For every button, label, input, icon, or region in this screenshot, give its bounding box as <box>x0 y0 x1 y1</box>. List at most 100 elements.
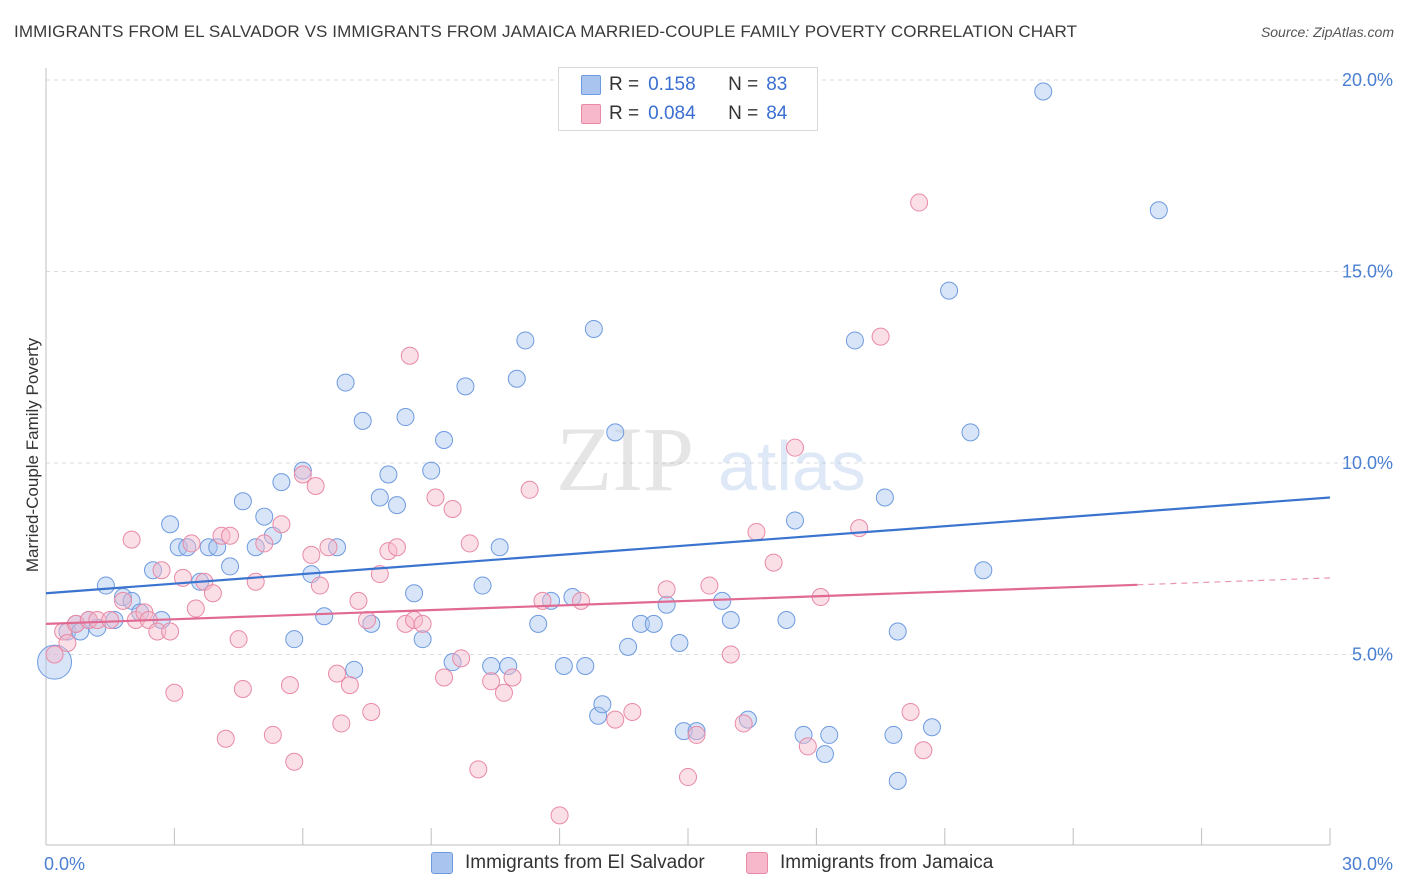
data-point <box>272 473 291 492</box>
data-point <box>721 645 740 664</box>
data-point <box>820 725 839 744</box>
data-point <box>285 630 304 649</box>
legend-swatch-jamaica <box>581 104 601 124</box>
data-point <box>443 499 462 518</box>
source-label: Source: ZipAtlas.com <box>1260 24 1394 40</box>
data-point <box>914 741 933 760</box>
data-point <box>148 622 167 641</box>
legend-r-label: R = <box>609 103 640 124</box>
data-point <box>216 729 235 748</box>
data-point <box>161 515 180 534</box>
data-point <box>413 630 432 649</box>
data-point <box>473 576 492 595</box>
trend-line-dashed-1 <box>1137 577 1331 586</box>
data-point <box>255 534 274 553</box>
data-point <box>315 607 334 626</box>
data-point <box>786 511 804 530</box>
data-point <box>182 534 201 553</box>
data-point <box>670 634 689 653</box>
data-point <box>452 649 471 668</box>
data-point <box>345 660 364 679</box>
data-point <box>503 668 522 687</box>
data-point <box>443 653 462 672</box>
data-point <box>507 369 526 388</box>
data-point <box>884 725 903 744</box>
data-point <box>888 771 907 790</box>
data-point <box>233 492 252 511</box>
data-point <box>221 557 240 576</box>
data-point <box>405 584 424 603</box>
data-point <box>293 461 312 480</box>
data-point <box>353 411 372 430</box>
data-point <box>687 722 706 741</box>
data-point <box>229 630 248 649</box>
data-point <box>550 806 569 825</box>
data-point <box>362 702 381 721</box>
data-point <box>122 530 141 549</box>
legend-n-label: N = <box>728 103 759 124</box>
data-point <box>888 622 907 641</box>
data-point <box>396 408 415 427</box>
data-point <box>263 725 282 744</box>
data-point <box>285 752 304 771</box>
data-point <box>387 496 406 515</box>
data-point <box>482 656 501 675</box>
legend-n-label: N = <box>728 74 759 95</box>
data-point <box>1149 201 1168 220</box>
data-point <box>516 331 535 350</box>
legend-row-el-salvador: R = 0.158 N = 83 <box>581 71 787 99</box>
watermark-atlas: atlas <box>718 427 866 505</box>
bottom-legend-swatch-jamaica <box>746 852 768 874</box>
data-point <box>584 319 603 338</box>
data-point <box>644 614 663 633</box>
chart-title: IMMIGRANTS FROM EL SALVADOR VS IMMIGRANT… <box>14 22 1078 41</box>
data-point <box>370 565 389 584</box>
data-point <box>576 656 595 675</box>
data-point <box>554 656 573 675</box>
data-point <box>101 611 120 630</box>
data-point <box>435 431 454 450</box>
data-point <box>233 679 252 698</box>
data-point <box>623 702 642 721</box>
series-el-salvador <box>37 82 1168 790</box>
data-point <box>328 664 347 683</box>
data-point <box>370 488 389 507</box>
trend-line-0 <box>45 496 1331 595</box>
data-point <box>165 683 184 702</box>
data-point <box>910 193 929 212</box>
data-point <box>700 576 719 595</box>
data-point <box>687 725 706 744</box>
data-point <box>606 423 625 442</box>
data-point <box>302 545 321 564</box>
data-point <box>379 542 398 561</box>
data-point <box>88 611 107 630</box>
data-point <box>280 676 299 695</box>
y-tick-label-20: 20.0% <box>1342 70 1393 90</box>
data-point <box>460 534 479 553</box>
data-point <box>901 702 920 721</box>
data-point <box>469 760 488 779</box>
y-tick-label-10: 10.0% <box>1342 453 1393 473</box>
data-point <box>435 668 454 687</box>
data-point <box>940 281 959 300</box>
watermark-zip: ZIP <box>556 408 694 510</box>
data-point <box>657 580 676 599</box>
bottom-legend-swatch-el-salvador <box>431 852 453 874</box>
data-point <box>306 476 325 495</box>
legend-r-value: 0.084 <box>648 103 696 124</box>
x-tick-label-max: 30.0% <box>1342 854 1393 874</box>
data-point <box>358 611 376 630</box>
data-point <box>974 561 993 580</box>
watermark: ZIP atlas <box>556 408 866 510</box>
data-point <box>336 373 355 392</box>
bottom-legend-label-el-salvador: Immigrants from El Salvador <box>465 852 705 873</box>
y-tick-label-5: 5.0% <box>1352 645 1393 665</box>
data-point <box>413 614 432 633</box>
data-point <box>593 695 612 714</box>
data-point <box>293 465 312 484</box>
data-point <box>499 656 518 675</box>
data-point <box>208 538 227 557</box>
data-point <box>777 611 796 630</box>
legend-r-value: 0.158 <box>648 74 696 95</box>
